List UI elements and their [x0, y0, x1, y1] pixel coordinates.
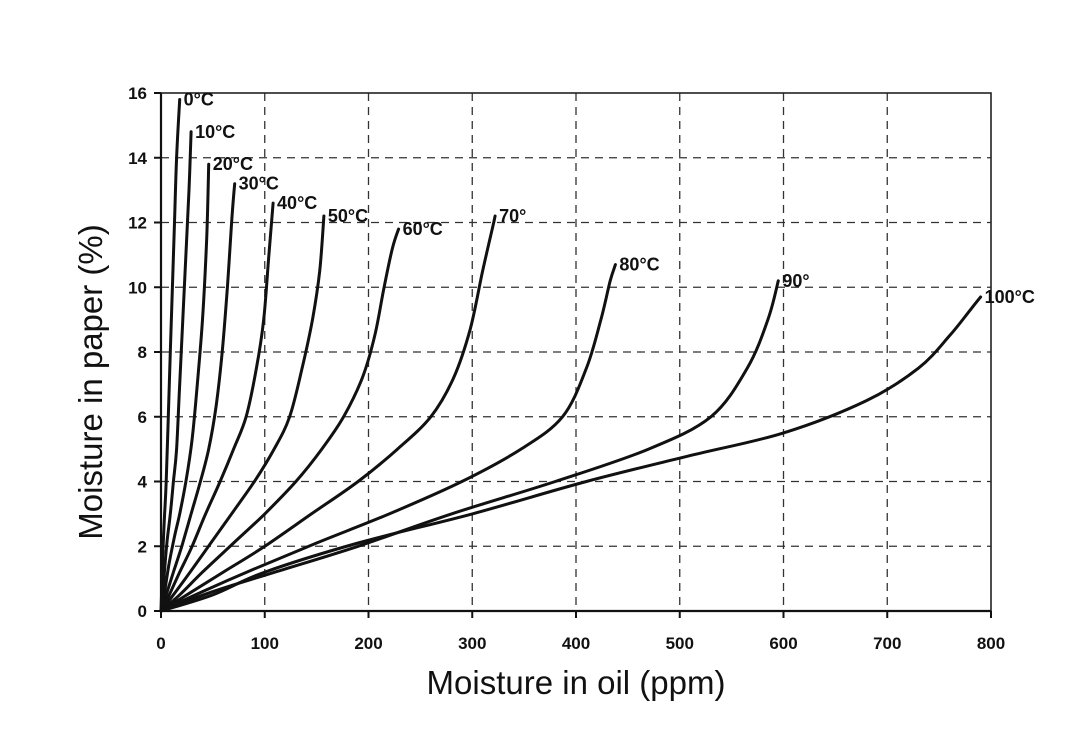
y-axis-title: Moisture in paper (%) — [72, 224, 109, 539]
series-line — [159, 295, 983, 613]
series-label: 0°C — [184, 89, 214, 109]
x-axis-title: Moisture in oil (ppm) — [427, 664, 726, 701]
y-tick-label: 16 — [128, 84, 147, 103]
x-tick-label: 0 — [156, 634, 165, 653]
series-label: 10°C — [195, 122, 235, 142]
y-tick-label: 10 — [128, 278, 147, 297]
series-label: 100°C — [985, 287, 1035, 307]
ticks: 0 100 200 300 400 500 600 700 800 0 2 4 6 8 10 12 14 16 — [128, 84, 1005, 653]
series-line — [159, 162, 211, 613]
series-label: 70° — [499, 206, 526, 226]
series-line — [159, 214, 326, 613]
series-label: 80°C — [619, 255, 659, 275]
x-tick-label: 200 — [354, 634, 382, 653]
x-tick-label: 600 — [769, 634, 797, 653]
series-label: 50°C — [328, 206, 368, 226]
x-tick-label: 500 — [666, 634, 694, 653]
series-label: 30°C — [239, 174, 279, 194]
series-labels: 0°C 10°C 20°C30°C40°C 50°C 60°C 70° 80°C 90° 100… — [184, 89, 1035, 306]
series-line — [159, 98, 182, 613]
series-line — [159, 279, 780, 613]
x-tick-label: 300 — [458, 634, 486, 653]
series-label: 60°C — [403, 219, 443, 239]
series-line — [159, 263, 617, 613]
curves — [159, 98, 983, 613]
series-line — [159, 227, 401, 613]
series-line — [159, 182, 237, 613]
series-label: 20°C — [213, 154, 253, 174]
series-line — [159, 130, 193, 613]
series-line — [159, 201, 275, 613]
series-label: 90° — [782, 271, 809, 291]
x-tick-label: 700 — [873, 634, 901, 653]
y-tick-label: 4 — [138, 473, 148, 492]
series-label: 40°C — [277, 193, 317, 213]
y-tick-label: 14 — [128, 149, 147, 168]
y-tick-label: 0 — [138, 602, 147, 621]
y-tick-label: 12 — [128, 214, 147, 233]
x-tick-label: 800 — [977, 634, 1005, 653]
y-tick-label: 2 — [138, 537, 147, 556]
x-tick-label: 100 — [251, 634, 279, 653]
series-line — [159, 214, 497, 613]
y-tick-label: 8 — [138, 343, 147, 362]
x-tick-label: 400 — [562, 634, 590, 653]
grid — [161, 93, 991, 611]
y-tick-label: 6 — [138, 408, 147, 427]
